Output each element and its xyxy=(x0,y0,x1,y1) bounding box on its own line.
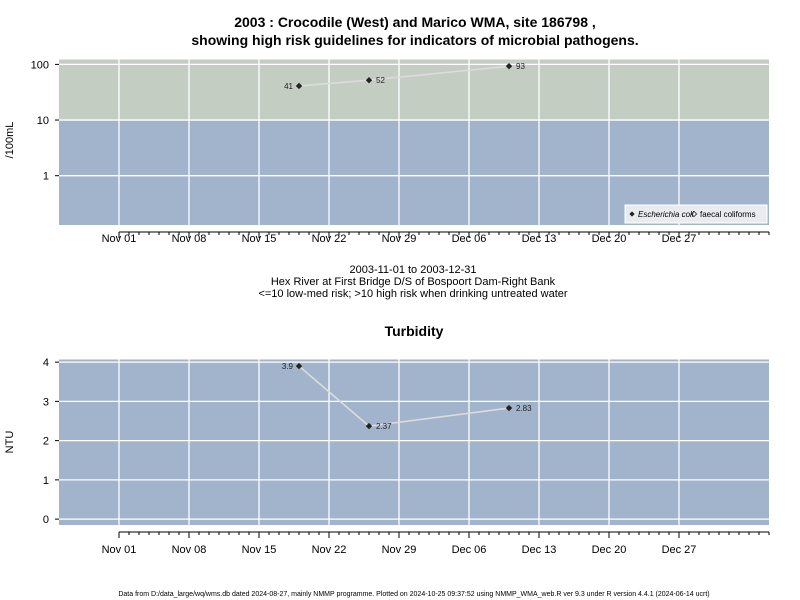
legend-marker xyxy=(629,211,635,217)
legend-marker xyxy=(690,210,698,218)
x-tick-label: Nov 22 xyxy=(312,233,347,245)
data-point xyxy=(365,76,373,84)
subtitle-date-range: 2003-11-01 to 2003-12-31 xyxy=(349,264,476,276)
x-tick-label: Dec 27 xyxy=(662,544,697,556)
x-tick-label: Dec 27 xyxy=(662,233,697,245)
x-tick-label: Nov 15 xyxy=(242,233,277,245)
data-point xyxy=(505,62,513,70)
x-tick-label: Dec 06 xyxy=(452,544,487,556)
y-tick-label: 3 xyxy=(43,396,49,408)
data-point xyxy=(295,362,303,370)
x-tick-label: Dec 13 xyxy=(522,544,557,556)
plot-background xyxy=(59,359,769,525)
data-label: 3.9 xyxy=(282,362,294,371)
x-tick-label: Dec 20 xyxy=(592,544,627,556)
x-tick-label: Nov 22 xyxy=(312,544,347,556)
data-label: 2.83 xyxy=(516,404,532,413)
turbidity-chart: Turbidity 0 1 2 3 4 Nov 01 Nov 08 Nov 15 Nov 22 No… xyxy=(4,323,770,556)
y-tick-label: 10 xyxy=(37,115,49,127)
panel-title: Turbidity xyxy=(385,323,444,339)
footer-note: Data from D:/data_large/wq/wms.db dated … xyxy=(118,591,709,598)
data-point xyxy=(365,422,373,430)
x-tick-label: Nov 15 xyxy=(242,544,277,556)
data-point xyxy=(295,82,303,90)
x-tick-label: Nov 08 xyxy=(172,233,207,245)
x-tick-label: Dec 13 xyxy=(522,233,557,245)
y-tick-label: 100 xyxy=(31,59,49,71)
legend-label: faecal coliforms xyxy=(700,210,756,219)
data-label: 2.37 xyxy=(376,422,392,431)
x-tick-label: Dec 20 xyxy=(592,233,627,245)
legend-box xyxy=(624,204,768,224)
subtitle-risk-note: <=10 low-med risk; >10 high risk when dr… xyxy=(258,288,567,300)
y-tick-label: 1 xyxy=(43,171,49,183)
y-axis-label: NTU xyxy=(4,431,16,454)
x-tick-label: Nov 01 xyxy=(102,544,137,556)
legend-label: Escherichia coli xyxy=(638,210,694,219)
y-tick-label: 1 xyxy=(43,475,49,487)
high-risk-band xyxy=(59,59,769,121)
x-tick-label: Nov 08 xyxy=(172,544,207,556)
subtitle-site-name: Hex River at First Bridge D/S of Bospoor… xyxy=(271,276,556,288)
x-tick-label: Nov 29 xyxy=(382,233,417,245)
x-tick-label: Nov 01 xyxy=(102,233,137,245)
main-title-line2: showing high risk guidelines for indicat… xyxy=(191,32,638,48)
data-label: 52 xyxy=(376,76,385,85)
x-tick-label: Dec 06 xyxy=(452,233,487,245)
ecoli-chart: 1 10 100 Nov 01 Nov 08 Nov 15 Nov 22 Nov 29 Dec … xyxy=(4,58,770,245)
x-tick-label: Nov 29 xyxy=(382,544,417,556)
data-point xyxy=(505,404,513,412)
y-tick-label: 0 xyxy=(43,514,49,526)
main-title-line1: 2003 : Crocodile (West) and Marico WMA, … xyxy=(234,14,596,30)
data-label: 93 xyxy=(516,62,525,71)
y-axis-label: /100mL xyxy=(4,122,16,159)
data-label: 41 xyxy=(284,82,293,91)
y-tick-label: 2 xyxy=(43,436,49,448)
y-tick-label: 4 xyxy=(43,357,49,369)
